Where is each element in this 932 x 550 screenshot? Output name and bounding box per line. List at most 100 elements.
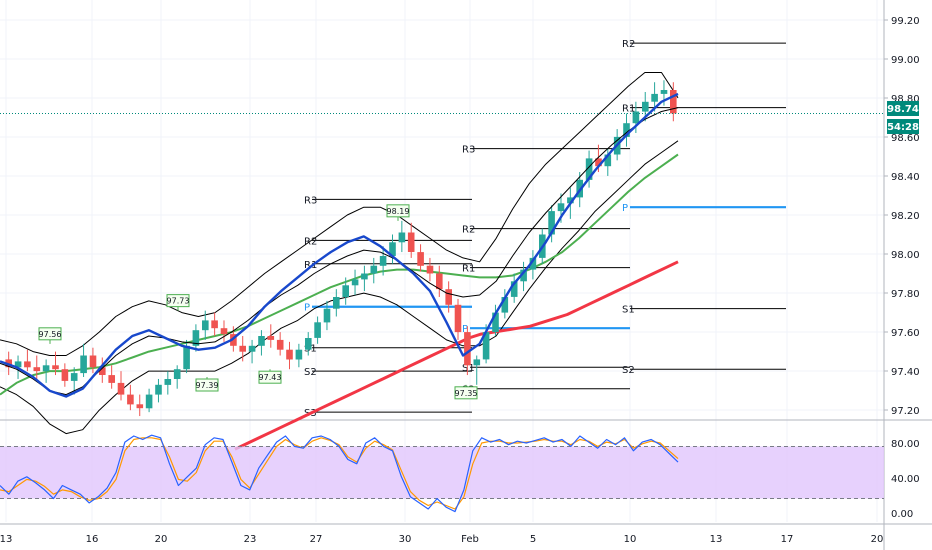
candle-body[interactable] <box>220 328 228 335</box>
candle-body[interactable] <box>127 394 134 405</box>
callout-label: 97.35 <box>455 389 478 398</box>
candle-body[interactable] <box>267 336 275 340</box>
price-tick-label: 98.40 <box>891 172 920 183</box>
candle-body[interactable] <box>230 334 237 346</box>
last-price-badge: 98.74 54:28 <box>887 101 919 134</box>
last-price-badge-bg <box>887 101 919 116</box>
candle-body[interactable] <box>632 111 640 124</box>
candle-body[interactable] <box>623 123 630 137</box>
callout-label: 97.43 <box>259 373 282 382</box>
candle-body[interactable] <box>173 369 181 379</box>
countdown-value: 54:28 <box>887 122 919 133</box>
candle-body[interactable] <box>417 252 424 266</box>
candle-body[interactable] <box>482 332 490 360</box>
candle-body[interactable] <box>398 232 406 243</box>
candle-body[interactable] <box>211 320 218 329</box>
candle-body[interactable] <box>492 312 499 333</box>
candle-body[interactable] <box>520 269 527 282</box>
candle-body[interactable] <box>305 338 312 350</box>
price-tick-label: 99.20 <box>891 16 920 27</box>
callout-box <box>258 370 282 384</box>
candle-body[interactable] <box>595 158 602 167</box>
time-axis[interactable]: 13 16 20 23 27 30 Feb 5 10 13 17 20 <box>0 534 883 545</box>
price-tick-label: 97.40 <box>891 367 920 378</box>
candle-body[interactable] <box>389 242 396 256</box>
pivot-label-r2: R2 <box>304 236 317 247</box>
candle-body[interactable] <box>323 308 331 323</box>
time-tick-label: Feb <box>461 534 479 545</box>
candle-body[interactable] <box>426 265 434 274</box>
candle-body[interactable] <box>89 355 97 368</box>
price-callout: 97.56 <box>38 327 62 344</box>
candle-body[interactable] <box>585 158 593 180</box>
price-axis[interactable]: 99.20 99.00 98.80 98.60 98.40 98.20 98.00 97.80… <box>884 16 920 520</box>
candle-body[interactable] <box>660 90 668 94</box>
candle-body[interactable] <box>557 203 565 212</box>
candle-body[interactable] <box>145 394 153 409</box>
pivot-label-p: P <box>622 203 628 214</box>
candle-body[interactable] <box>276 339 284 350</box>
candle-body[interactable] <box>192 330 200 346</box>
candle-body[interactable] <box>510 281 518 297</box>
candle-body[interactable] <box>117 382 125 395</box>
candle-body[interactable] <box>333 297 340 309</box>
candle-body[interactable] <box>314 322 321 338</box>
price-tick-label: 98.20 <box>891 211 920 222</box>
candle-body[interactable] <box>248 345 256 352</box>
candle-body[interactable] <box>286 349 293 360</box>
callout-label: 98.19 <box>387 207 410 216</box>
ema-blue-line <box>0 92 679 398</box>
candle-body[interactable] <box>99 367 106 375</box>
candle-body[interactable] <box>529 257 537 270</box>
callout-box <box>195 378 219 392</box>
candle-body[interactable] <box>80 355 87 374</box>
candle-body[interactable] <box>501 297 509 313</box>
candle-body[interactable] <box>407 232 415 253</box>
candle-body[interactable] <box>651 93 658 102</box>
price-tick-label: 98.00 <box>891 250 920 261</box>
candle-body[interactable] <box>370 265 378 274</box>
candle-body[interactable] <box>295 349 303 360</box>
oscillator-pane[interactable] <box>0 434 884 513</box>
pivot-label-s2: S2 <box>622 365 635 376</box>
candle-body[interactable] <box>379 256 387 266</box>
candle-body[interactable] <box>548 211 555 235</box>
oscillator-band-fill <box>0 446 884 499</box>
candle-body[interactable] <box>61 369 69 381</box>
main-plot-area[interactable]: R3R2R1PS1S2S3R3R2R1PS1S2R2R1PS1S297.5697… <box>0 39 884 451</box>
candle-body[interactable] <box>351 279 359 286</box>
time-tick-label: 17 <box>781 534 794 545</box>
price-callout: 97.73 <box>166 294 190 311</box>
candle-body[interactable] <box>454 304 462 333</box>
pivot-label-r1: R1 <box>462 264 475 275</box>
candle-body[interactable] <box>445 289 452 305</box>
moving-average-green-line <box>0 153 679 396</box>
candle-body[interactable] <box>361 273 368 280</box>
candle-body[interactable] <box>604 154 612 167</box>
candle-body[interactable] <box>567 197 574 204</box>
candle-body[interactable] <box>258 336 265 346</box>
candle-body[interactable] <box>24 361 31 368</box>
oscillator-tick-label: 80.00 <box>891 439 920 450</box>
candle-body[interactable] <box>155 384 162 395</box>
candle-body[interactable] <box>136 404 144 409</box>
candle-body[interactable] <box>464 332 471 366</box>
candle-body[interactable] <box>436 273 443 290</box>
time-tick-label: 10 <box>624 534 637 545</box>
candle-body[interactable] <box>70 373 78 381</box>
candle-body[interactable] <box>239 345 246 352</box>
candle-body[interactable] <box>670 90 677 114</box>
candle-body[interactable] <box>473 359 481 366</box>
candle-body[interactable] <box>42 365 50 372</box>
candle-body[interactable] <box>202 320 209 331</box>
candle-body[interactable] <box>642 101 649 112</box>
candle-body[interactable] <box>108 375 115 383</box>
candle-body[interactable] <box>342 285 349 297</box>
candle-body[interactable] <box>164 379 172 385</box>
pivot-label-r1: R1 <box>622 104 635 115</box>
candle-body[interactable] <box>33 367 41 372</box>
candle-body[interactable] <box>52 365 59 370</box>
candle-body[interactable] <box>183 345 190 370</box>
candle-body[interactable] <box>14 361 22 368</box>
